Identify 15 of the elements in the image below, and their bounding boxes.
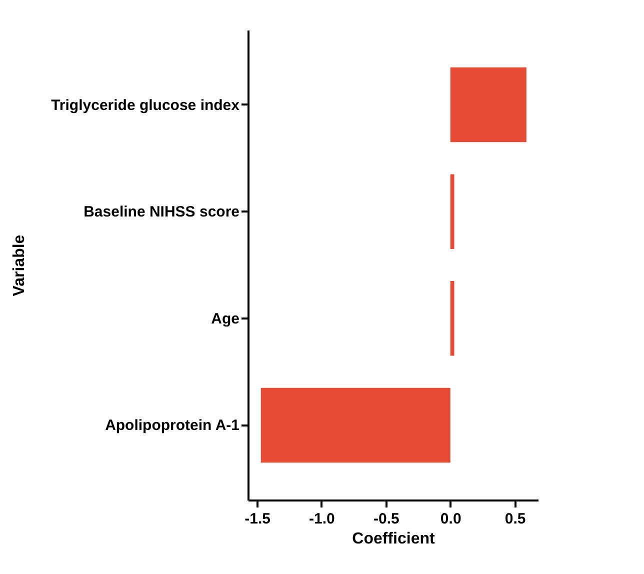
- bar: [450, 281, 454, 356]
- x-tick-label: 0.5: [504, 510, 526, 528]
- x-tick-label: 0.0: [440, 510, 462, 528]
- x-tick-label: -1.0: [309, 510, 335, 528]
- y-tick-label: Baseline NIHSS score: [84, 204, 240, 221]
- y-tick-label: Age: [211, 310, 240, 328]
- y-tick-label: Apolipoprotein A-1: [105, 417, 240, 434]
- y-tick-label: Triglyceride glucose index: [51, 96, 240, 114]
- y-axis-title: Variable: [11, 234, 28, 296]
- x-tick-label: -0.5: [373, 510, 400, 528]
- x-axis-title: Coefficient: [352, 530, 436, 548]
- bar: [450, 174, 454, 249]
- x-tick-label: -1.5: [244, 510, 270, 528]
- bar: [450, 67, 526, 142]
- bar: [260, 388, 450, 463]
